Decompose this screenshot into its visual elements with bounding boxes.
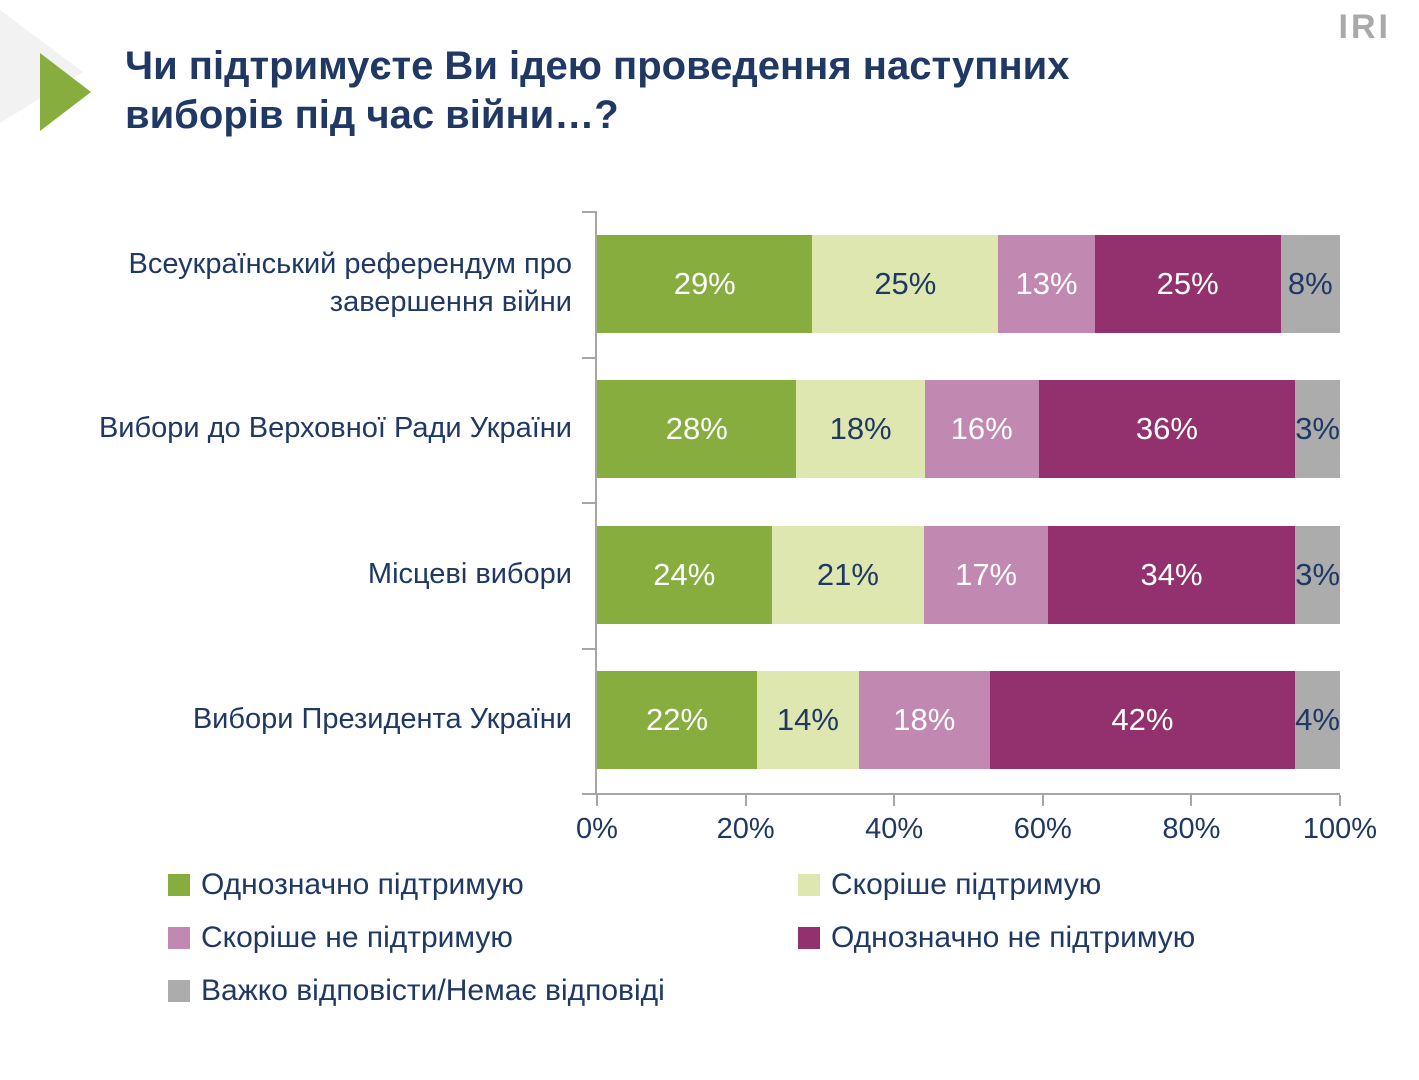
bar-row: 22% 14% 18% 42% 4% <box>597 648 1340 794</box>
stacked-bar: 28% 18% 16% 36% 3% <box>597 380 1340 479</box>
x-axis-label: 0% <box>576 813 618 845</box>
category-label: Всеукраїнський референдум про завершення… <box>128 248 572 318</box>
legend-item: Скоріше підтримую <box>798 868 1348 902</box>
bar-segment-value: 24% <box>653 556 716 592</box>
stacked-bar-chart: 29% 25% 13% 25% 8% 28% 18% 16% 36% 3% 24% 21% 17% 34%… <box>576 211 1377 845</box>
legend-swatch-icon <box>798 927 820 949</box>
chart-legend: Однозначно підтримую Скоріше підтримую Ско… <box>168 868 1348 1008</box>
slide-accent-arrow-icon <box>0 10 91 131</box>
category-label: Вибори до Верховної Ради України <box>98 412 572 445</box>
bar-segment: 24% <box>597 525 772 624</box>
y-axis-tick <box>582 793 595 795</box>
bar-segment: 29% <box>597 234 813 333</box>
legend-swatch-icon <box>798 874 820 896</box>
page-title: Чи підтримуєте Ви ідею проведення наступ… <box>125 44 1070 137</box>
bar-segment-value: 28% <box>665 411 728 447</box>
y-axis-tick <box>582 211 595 213</box>
bar-segment: 13% <box>998 234 1095 333</box>
x-axis-label: 20% <box>716 813 775 845</box>
bar-segment: 4% <box>1295 671 1340 770</box>
x-axis-tick <box>1339 795 1341 806</box>
bar-segment-value: 36% <box>1135 411 1198 447</box>
legend-swatch-icon <box>168 927 190 949</box>
bar-segment: 25% <box>1094 234 1281 333</box>
y-axis-tick <box>582 356 595 359</box>
y-axis-tick <box>582 502 595 504</box>
legend-item: Однозначно не підтримую <box>798 921 1348 955</box>
bar-segment-value: 22% <box>645 702 709 738</box>
legend-label: Скоріше не підтримую <box>201 921 513 954</box>
bar-segment-value: 21% <box>816 556 879 592</box>
bar-segment: 25% <box>812 234 999 333</box>
legend-label: Скоріше підтримую <box>831 868 1102 901</box>
bar-segment-value: 18% <box>893 702 956 738</box>
bar-segment-value: 4% <box>1295 702 1340 738</box>
bar-segment: 3% <box>1295 525 1341 624</box>
x-axis-label: 100% <box>1302 813 1378 845</box>
stacked-bar: 24% 21% 17% 34% 3% <box>597 525 1341 624</box>
bar-segment: 28% <box>597 380 797 479</box>
legend-swatch-icon <box>168 874 190 896</box>
bar-rows: 29% 25% 13% 25% 8% 28% 18% 16% 36% 3% 24% 21% 17% 34%… <box>597 211 1341 794</box>
bar-segment: 18% <box>858 671 990 770</box>
x-axis-tick <box>1190 795 1193 806</box>
bar-segment: 42% <box>989 671 1296 770</box>
x-axis-tick <box>1041 795 1044 806</box>
y-axis-line <box>595 211 597 795</box>
x-axis-label: 80% <box>1162 813 1221 845</box>
legend-item: Важко відповісти/Немає відповіді <box>168 974 798 1008</box>
bar-segment-value: 8% <box>1287 265 1333 301</box>
y-axis-tick <box>582 647 595 650</box>
x-axis-label: 60% <box>1013 813 1072 845</box>
x-axis-label: 40% <box>865 813 924 845</box>
bar-segment-value: 14% <box>776 702 839 738</box>
legend-item: Однозначно підтримую <box>168 868 798 902</box>
bar-segment-value: 3% <box>1295 556 1341 592</box>
bar-segment: 18% <box>796 380 925 479</box>
category-label: Місцеві вибори <box>367 557 572 590</box>
x-axis-tick <box>893 795 896 806</box>
legend-label: Однозначно не підтримую <box>831 921 1196 954</box>
bar-row: 28% 18% 16% 36% 3% <box>597 357 1340 503</box>
bar-segment-value: 17% <box>955 556 1018 592</box>
bar-segment-value: 13% <box>1015 265 1078 301</box>
iri-logo: IRI <box>1338 8 1391 46</box>
bar-segment-value: 3% <box>1295 411 1340 447</box>
x-axis-tick <box>596 795 598 806</box>
bar-segment: 3% <box>1295 380 1340 479</box>
bar-segment-value: 42% <box>1111 702 1174 738</box>
bar-segment: 8% <box>1280 234 1340 333</box>
category-labels: Всеукраїнський референдум про завершення… <box>40 211 572 793</box>
legend-label: Однозначно підтримую <box>201 868 524 901</box>
bar-segment-value: 16% <box>950 411 1013 447</box>
bar-row: 29% 25% 13% 25% 8% <box>597 211 1340 357</box>
bar-segment: 21% <box>771 525 925 624</box>
bar-segment-value: 18% <box>829 411 892 447</box>
bar-segment: 16% <box>924 380 1039 479</box>
stacked-bar: 29% 25% 13% 25% 8% <box>597 234 1340 333</box>
legend-label: Важко відповісти/Немає відповіді <box>201 974 665 1007</box>
x-axis-line <box>595 793 1340 795</box>
legend-item: Скоріше не підтримую <box>168 921 798 955</box>
x-axis-tick <box>744 795 747 806</box>
bar-segment: 17% <box>924 525 1048 624</box>
legend-swatch-icon <box>168 980 190 1002</box>
bar-segment-value: 34% <box>1140 556 1203 592</box>
bar-segment-value: 25% <box>1156 265 1219 301</box>
bar-segment-value: 25% <box>874 265 937 301</box>
bar-segment: 22% <box>597 671 757 770</box>
category-label: Вибори Президента України <box>192 703 572 736</box>
bar-segment-value: 29% <box>673 265 736 301</box>
bar-segment: 14% <box>757 671 859 770</box>
stacked-bar: 22% 14% 18% 42% 4% <box>597 671 1340 770</box>
bar-row: 24% 21% 17% 34% 3% <box>597 502 1341 648</box>
bar-segment: 36% <box>1038 380 1296 479</box>
bar-segment: 34% <box>1047 525 1296 624</box>
